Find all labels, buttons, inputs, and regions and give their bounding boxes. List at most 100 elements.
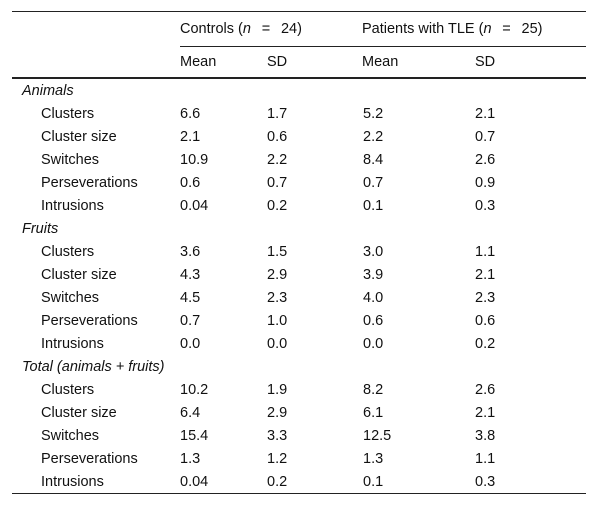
data-table: Controls (n = 24) Patients with TLE ( n = 25)… <box>12 11 587 494</box>
row-label: Cluster size <box>41 128 117 145</box>
table-row: Perseverations 0.7 1.0 0.6 0.6 <box>12 309 586 332</box>
controls-mean-cell: 15.4 <box>180 427 209 444</box>
patients-count: 25) <box>521 21 543 37</box>
row-label: Intrusions <box>12 470 180 494</box>
patients-mean-cell: 8.2 <box>363 381 384 398</box>
patients-sd-cell: 0.6 <box>475 312 496 329</box>
header-group-row: Controls (n = 24) Patients with TLE ( n = 25) <box>12 11 587 47</box>
controls-sd-cell: 1.9 <box>267 381 288 398</box>
table-row: Intrusions 0.04 0.2 0.1 0.3 <box>12 194 586 217</box>
patients-mean-cell: 8.4 <box>363 151 384 168</box>
table-row: Clusters 10.2 1.9 8.2 2.6 <box>12 378 586 401</box>
table-row: Switches 10.9 2.2 8.4 2.6 <box>12 148 586 171</box>
table-row: Cluster size 6.4 2.9 6.1 2.1 <box>12 401 586 424</box>
patients-mean-cell: 0.6 <box>363 312 384 329</box>
row-label: Cluster size <box>41 266 117 283</box>
patients-sd-cell: 1.1 <box>475 243 496 260</box>
controls-sd-cell: 2.9 <box>267 266 288 283</box>
controls-mean-cell: 6.6 <box>180 105 201 122</box>
header-patients-mean: Mean <box>350 46 475 79</box>
patients-sd-cell: 0.3 <box>475 470 587 494</box>
controls-equals: = <box>261 21 271 37</box>
patients-mean-cell: 0.1 <box>363 197 384 214</box>
patients-sd-cell: 2.6 <box>475 151 496 168</box>
section-header-row: Animals <box>12 78 586 102</box>
table-row: Intrusions 0.0 0.0 0.0 0.2 <box>12 332 586 355</box>
controls-sd-cell: 2.9 <box>267 404 288 421</box>
patients-sd-cell: 2.6 <box>475 381 496 398</box>
patients-mean-cell: 0.1 <box>350 470 475 494</box>
controls-sd-cell: 1.2 <box>267 450 288 467</box>
row-label: Switches <box>41 151 100 168</box>
controls-count: 24) <box>280 21 302 37</box>
controls-mean-cell: 0.7 <box>180 312 201 329</box>
section-title: Animals <box>22 82 74 99</box>
patients-mean-cell: 0.0 <box>363 335 384 352</box>
table-row: Clusters 6.6 1.7 5.2 2.1 <box>12 102 586 125</box>
table-row: Intrusions 0.04 0.2 0.1 0.3 <box>12 470 587 494</box>
table-row: Perseverations 1.3 1.2 1.3 1.1 <box>12 447 586 470</box>
header-controls: Controls (n = 24) <box>180 11 350 47</box>
patients-mean-cell: 1.3 <box>363 450 384 467</box>
patients-sd-cell: 3.8 <box>475 427 496 444</box>
controls-mean-cell: 0.0 <box>180 335 201 352</box>
header-controls-sd: SD <box>267 46 350 79</box>
table-row: Clusters 3.6 1.5 3.0 1.1 <box>12 240 586 263</box>
patients-sd-cell: 2.1 <box>475 105 496 122</box>
row-label: Cluster size <box>41 404 117 421</box>
table-body: Animals Clusters 6.6 1.7 5.2 2.1 Cluster size 2… <box>12 78 587 494</box>
table-row: Switches 4.5 2.3 4.0 2.3 <box>12 286 586 309</box>
row-label: Perseverations <box>41 450 138 467</box>
patients-sd-cell: 2.1 <box>475 266 496 283</box>
header-patients-sd: SD <box>475 46 587 79</box>
controls-mean-cell: 1.3 <box>180 450 201 467</box>
controls-sd-cell: 1.0 <box>267 312 288 329</box>
controls-label: Controls ( <box>180 21 243 37</box>
controls-sd-cell: 2.3 <box>267 289 288 306</box>
patients-mean-cell: 6.1 <box>363 404 384 421</box>
controls-mean-cell: 0.6 <box>180 174 201 191</box>
controls-mean-cell: 3.6 <box>180 243 201 260</box>
section-header-row: Fruits <box>12 217 586 240</box>
header-empty-cell <box>12 11 180 47</box>
patients-sd-cell: 2.1 <box>475 404 496 421</box>
controls-mean-cell: 10.2 <box>180 381 209 398</box>
header-controls-mean: Mean <box>180 46 267 79</box>
table-row: Cluster size 4.3 2.9 3.9 2.1 <box>12 263 586 286</box>
table-header: Controls (n = 24) Patients with TLE ( n = 25)… <box>12 11 587 79</box>
patients-mean-cell: 3.9 <box>363 266 384 283</box>
row-label: Clusters <box>41 105 95 122</box>
patients-mean-cell: 4.0 <box>363 289 384 306</box>
patients-mean-cell: 0.7 <box>363 174 384 191</box>
controls-mean-cell: 0.04 <box>180 470 267 494</box>
table-row: Cluster size 2.1 0.6 2.2 0.7 <box>12 125 586 148</box>
controls-mean-cell: 4.5 <box>180 289 201 306</box>
header-patients: Patients with TLE (n = 25) <box>350 11 587 47</box>
patients-sd-cell: 0.2 <box>475 335 496 352</box>
row-label: Switches <box>41 289 100 306</box>
row-label: Intrusions <box>41 197 104 214</box>
row-label: Switches <box>41 427 100 444</box>
controls-n: n <box>242 21 251 37</box>
row-label: Clusters <box>41 243 95 260</box>
patients-mean-cell: 12.5 <box>363 427 392 444</box>
controls-mean-cell: 6.4 <box>180 404 201 421</box>
controls-sd-cell: 0.2 <box>267 197 288 214</box>
controls-mean-cell: 10.9 <box>180 151 209 168</box>
controls-sd-cell: 1.7 <box>267 105 288 122</box>
patients-sd-cell: 0.3 <box>475 197 496 214</box>
patients-sd-cell: 1.1 <box>475 450 496 467</box>
patients-mean-cell: 2.2 <box>363 128 384 145</box>
row-label: Perseverations <box>41 312 138 329</box>
controls-sd-cell: 0.2 <box>267 470 350 494</box>
section-header-row: Total (animals + fruits) <box>12 355 586 378</box>
controls-sd-cell: 1.5 <box>267 243 288 260</box>
patients-sd-cell: 0.9 <box>475 174 496 191</box>
table-row: Perseverations 0.6 0.7 0.7 0.9 <box>12 171 586 194</box>
controls-mean-cell: 2.1 <box>180 128 201 145</box>
controls-sd-cell: 0.0 <box>267 335 288 352</box>
patients-equals: = <box>502 21 511 37</box>
patients-label: Patients with TLE ( <box>362 21 484 37</box>
patients-sd-cell: 2.3 <box>475 289 496 306</box>
